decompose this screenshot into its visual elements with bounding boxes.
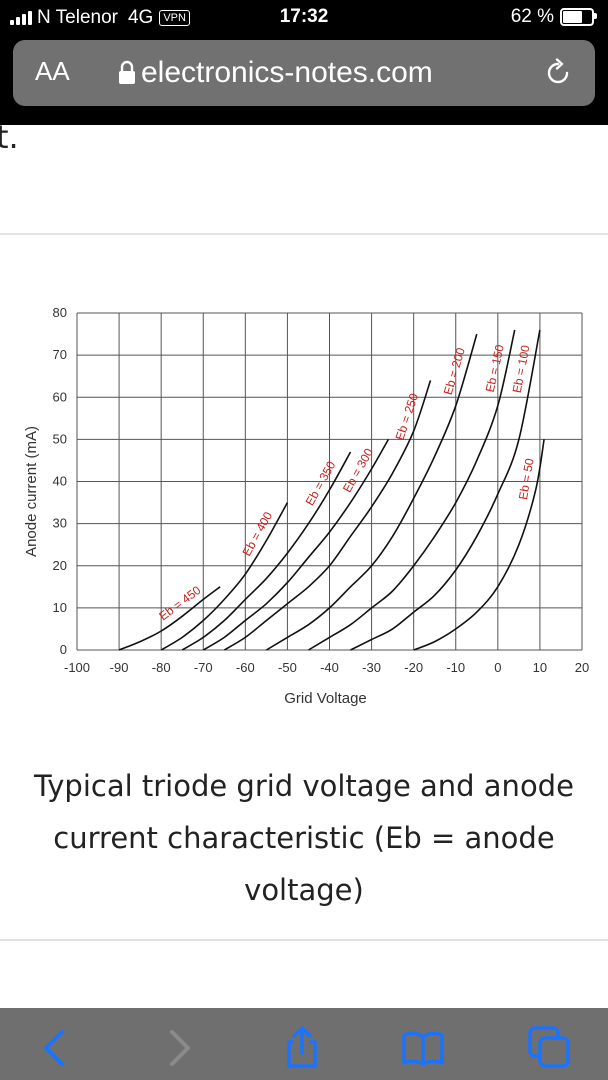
status-bar: N Telenor 4G VPN 17:32 62 % — [0, 0, 608, 36]
x-tick-label: -60 — [236, 660, 255, 675]
divider — [0, 233, 608, 235]
page-text-fragment: t. — [0, 118, 19, 156]
y-axis-label: Anode current (mA) — [23, 426, 40, 557]
tabs-icon[interactable] — [528, 1026, 572, 1070]
divider — [0, 939, 608, 941]
network-type: 4G — [127, 7, 154, 28]
y-tick-label: 0 — [60, 642, 67, 657]
signal-strength-icon — [10, 11, 32, 25]
x-tick-label: -50 — [278, 660, 297, 675]
series-line — [160, 502, 289, 651]
triode-characteristic-chart: -100 -90 -80 -70 -60 -50 -40 -30 -20 -10 0 10 200102… — [23, 305, 589, 707]
address-bar[interactable]: AA electronics-notes.com — [13, 40, 595, 106]
x-tick-label: -70 — [194, 660, 213, 675]
series-line — [308, 329, 516, 651]
x-tick-label: -100 — [64, 660, 90, 675]
y-tick-label: 30 — [53, 516, 67, 531]
text-size-button[interactable]: AA — [35, 56, 70, 86]
x-axis-label: Grid Voltage — [284, 690, 367, 707]
series-line — [223, 380, 432, 651]
x-tick-label: 10 — [533, 660, 547, 675]
series-label: Eb = 200 — [441, 346, 468, 397]
lock-icon — [119, 60, 135, 84]
y-tick-label: 70 — [53, 347, 67, 362]
y-tick-label: 60 — [53, 389, 67, 404]
share-icon[interactable] — [280, 1026, 324, 1070]
forward-icon[interactable] — [156, 1026, 200, 1070]
clock: 17:32 — [279, 6, 329, 27]
y-tick-label: 10 — [53, 600, 67, 615]
y-tick-label: 80 — [53, 305, 67, 320]
bookmarks-icon[interactable] — [401, 1026, 445, 1070]
vpn-badge: VPN — [159, 10, 190, 26]
series-line — [413, 439, 545, 651]
x-tick-label: 20 — [575, 660, 589, 675]
figure-caption: Typical triode grid voltage and anode cu… — [34, 769, 574, 907]
browser-chrome: N Telenor 4G VPN 17:32 62 % AA electroni… — [0, 0, 608, 125]
series-line — [202, 439, 390, 651]
y-tick-label: 20 — [53, 558, 67, 573]
back-icon[interactable] — [34, 1026, 78, 1070]
x-tick-label: -10 — [446, 660, 465, 675]
battery-percentage: 62 % — [510, 6, 554, 27]
series-line — [265, 333, 478, 651]
reload-icon[interactable] — [543, 58, 573, 88]
x-tick-label: 0 — [494, 660, 501, 675]
series-label: Eb = 250 — [393, 391, 422, 442]
series-line — [181, 451, 352, 651]
y-tick-label: 50 — [53, 431, 67, 446]
browser-toolbar — [0, 1008, 608, 1080]
x-tick-label: -40 — [320, 660, 339, 675]
x-tick-label: -90 — [110, 660, 129, 675]
x-tick-label: -80 — [152, 660, 171, 675]
x-tick-label: -30 — [362, 660, 381, 675]
series-line — [350, 329, 541, 651]
series-line — [118, 586, 221, 651]
battery-icon — [560, 8, 597, 26]
y-tick-label: 40 — [53, 474, 67, 489]
carrier-name: N Telenor — [37, 7, 118, 28]
url-text[interactable]: electronics-notes.com — [141, 56, 433, 89]
series-label: Eb = 50 — [516, 457, 537, 501]
x-tick-label: -20 — [404, 660, 423, 675]
